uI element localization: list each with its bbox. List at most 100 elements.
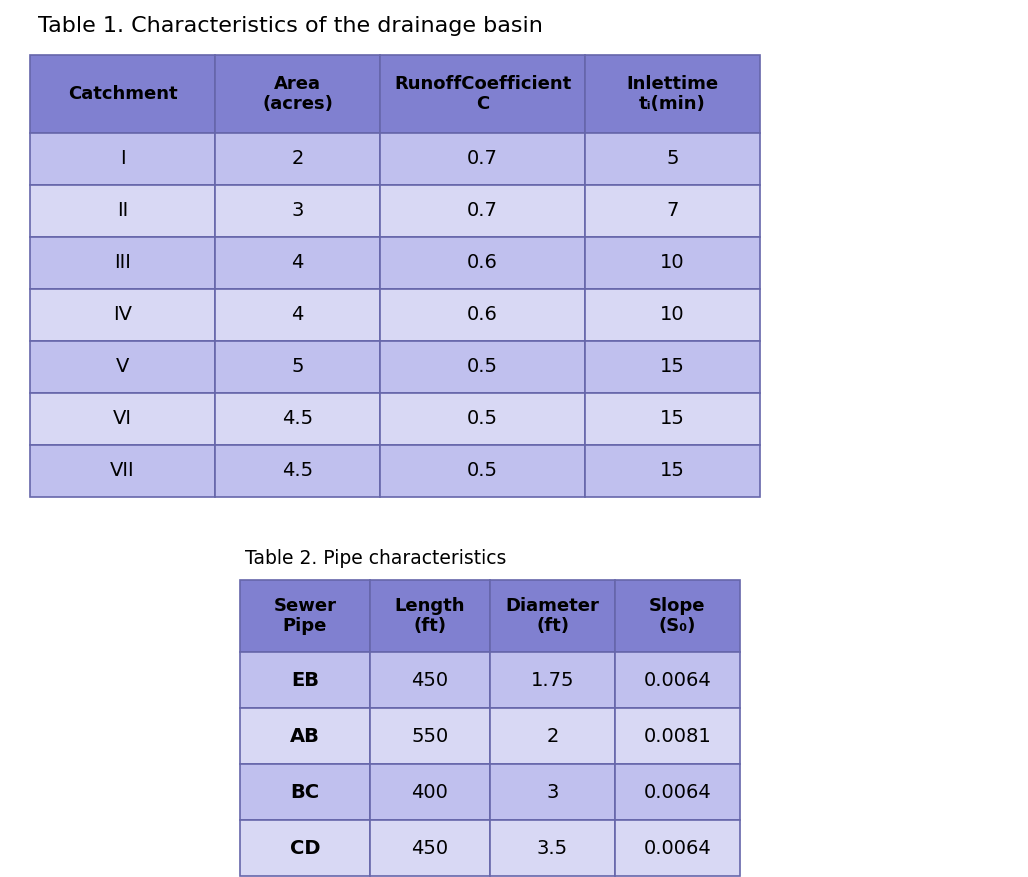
Text: II: II xyxy=(117,202,128,220)
Text: VII: VII xyxy=(110,461,135,481)
Bar xyxy=(370,580,490,652)
Text: 15: 15 xyxy=(660,410,685,429)
Bar xyxy=(215,341,380,393)
Text: 550: 550 xyxy=(411,726,448,745)
Bar xyxy=(380,55,585,133)
Bar xyxy=(240,580,370,652)
Bar xyxy=(30,185,215,237)
Bar xyxy=(490,820,615,876)
Bar xyxy=(370,652,490,708)
Bar xyxy=(585,341,760,393)
Text: Area
(acres): Area (acres) xyxy=(262,75,333,113)
Bar xyxy=(240,708,370,764)
Bar xyxy=(585,289,760,341)
Text: 15: 15 xyxy=(660,358,685,376)
Bar xyxy=(240,764,370,820)
Bar xyxy=(215,55,380,133)
Text: III: III xyxy=(114,253,131,273)
Text: I: I xyxy=(119,149,125,168)
Bar xyxy=(380,445,585,497)
Bar xyxy=(215,289,380,341)
Bar xyxy=(240,820,370,876)
Bar xyxy=(370,820,490,876)
Text: 4.5: 4.5 xyxy=(282,461,314,481)
Bar xyxy=(380,185,585,237)
Bar xyxy=(215,185,380,237)
Text: 0.5: 0.5 xyxy=(467,461,498,481)
Text: 0.5: 0.5 xyxy=(467,410,498,429)
Text: 0.0064: 0.0064 xyxy=(644,671,711,689)
Bar xyxy=(490,708,615,764)
Text: IV: IV xyxy=(113,305,132,324)
Text: 0.7: 0.7 xyxy=(467,202,498,220)
Text: 450: 450 xyxy=(411,838,448,858)
Text: 5: 5 xyxy=(291,358,303,376)
Bar xyxy=(490,580,615,652)
Bar xyxy=(585,237,760,289)
Text: VI: VI xyxy=(113,410,132,429)
Bar xyxy=(615,580,740,652)
Bar xyxy=(490,764,615,820)
Bar xyxy=(585,185,760,237)
Bar xyxy=(30,289,215,341)
Bar xyxy=(215,393,380,445)
Bar xyxy=(615,708,740,764)
Bar xyxy=(585,133,760,185)
Text: 0.0081: 0.0081 xyxy=(644,726,711,745)
Text: 0.0064: 0.0064 xyxy=(644,782,711,802)
Text: 0.6: 0.6 xyxy=(467,305,498,324)
Text: Table 1. Characteristics of the drainage basin: Table 1. Characteristics of the drainage… xyxy=(38,16,543,36)
Text: Length
(ft): Length (ft) xyxy=(395,596,466,636)
Text: 400: 400 xyxy=(411,782,448,802)
Bar xyxy=(215,133,380,185)
Bar xyxy=(30,341,215,393)
Text: 4.5: 4.5 xyxy=(282,410,314,429)
Text: 450: 450 xyxy=(411,671,448,689)
Bar xyxy=(240,652,370,708)
Text: 7: 7 xyxy=(666,202,678,220)
Bar xyxy=(585,445,760,497)
Text: 10: 10 xyxy=(660,305,685,324)
Text: 3: 3 xyxy=(291,202,303,220)
Text: Inlettime
tᵢ(min): Inlettime tᵢ(min) xyxy=(626,75,719,113)
Bar xyxy=(380,237,585,289)
Bar xyxy=(215,445,380,497)
Bar xyxy=(615,764,740,820)
Text: 1.75: 1.75 xyxy=(530,671,575,689)
Bar xyxy=(30,445,215,497)
Bar xyxy=(30,133,215,185)
Text: 2: 2 xyxy=(291,149,303,168)
Text: AB: AB xyxy=(290,726,320,745)
Text: 15: 15 xyxy=(660,461,685,481)
Bar xyxy=(615,820,740,876)
Text: 2: 2 xyxy=(546,726,558,745)
Text: Diameter
(ft): Diameter (ft) xyxy=(506,596,599,636)
Text: 3.5: 3.5 xyxy=(537,838,568,858)
Bar xyxy=(490,652,615,708)
Text: 0.7: 0.7 xyxy=(467,149,498,168)
Bar xyxy=(215,237,380,289)
Text: RunoffCoefficient
C: RunoffCoefficient C xyxy=(394,75,572,113)
Text: V: V xyxy=(116,358,130,376)
Text: Catchment: Catchment xyxy=(68,85,177,103)
Text: 0.6: 0.6 xyxy=(467,253,498,273)
Text: 4: 4 xyxy=(291,305,303,324)
Bar xyxy=(30,237,215,289)
Bar xyxy=(370,764,490,820)
Text: 10: 10 xyxy=(660,253,685,273)
Text: EB: EB xyxy=(291,671,319,689)
Text: Sewer
Pipe: Sewer Pipe xyxy=(273,596,336,636)
Text: 4: 4 xyxy=(291,253,303,273)
Text: BC: BC xyxy=(291,782,320,802)
Text: CD: CD xyxy=(290,838,321,858)
Bar xyxy=(30,55,215,133)
Text: 0.0064: 0.0064 xyxy=(644,838,711,858)
Bar xyxy=(380,133,585,185)
Bar xyxy=(380,289,585,341)
Bar xyxy=(615,652,740,708)
Text: 5: 5 xyxy=(666,149,678,168)
Bar xyxy=(370,708,490,764)
Text: 3: 3 xyxy=(546,782,558,802)
Bar xyxy=(380,393,585,445)
Text: Table 2. Pipe characteristics: Table 2. Pipe characteristics xyxy=(245,548,507,567)
